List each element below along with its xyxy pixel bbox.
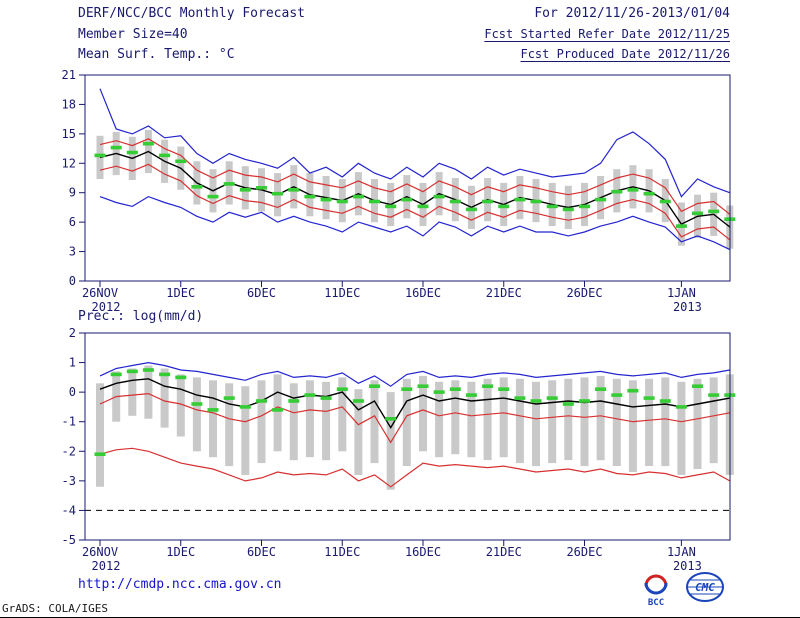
- svg-text:2012: 2012: [92, 559, 121, 573]
- svg-text:1DEC: 1DEC: [166, 545, 195, 559]
- svg-text:21DEC: 21DEC: [486, 286, 522, 300]
- bcc-logo-blue-arc: [644, 582, 668, 595]
- svg-text:0: 0: [69, 274, 76, 288]
- bcc-logo: BCC: [644, 574, 668, 607]
- svg-text:16DEC: 16DEC: [405, 545, 441, 559]
- svg-text:-1: -1: [62, 415, 76, 429]
- temp-chart-title: Mean Surf. Temp.: °C: [78, 47, 235, 62]
- svg-text:15: 15: [62, 127, 76, 141]
- svg-text:26DEC: 26DEC: [566, 545, 602, 559]
- svg-text:-5: -5: [62, 533, 76, 547]
- svg-text:16DEC: 16DEC: [405, 286, 441, 300]
- precip-chart-title: Prec.: log(mm/d): [78, 309, 204, 324]
- page-title: DERF/NCC/BCC Monthly Forecast: [78, 6, 305, 21]
- cma-logo: CMC: [686, 572, 724, 602]
- svg-text:26NOV: 26NOV: [82, 286, 118, 300]
- cma-logo-text: CMC: [695, 581, 715, 594]
- svg-text:21DEC: 21DEC: [486, 545, 522, 559]
- svg-text:2013: 2013: [673, 300, 702, 314]
- svg-text:9: 9: [69, 186, 76, 200]
- svg-text:-2: -2: [62, 444, 76, 458]
- svg-text:6DEC: 6DEC: [247, 286, 276, 300]
- svg-text:26DEC: 26DEC: [566, 286, 602, 300]
- svg-text:3: 3: [69, 245, 76, 259]
- svg-text:12: 12: [62, 156, 76, 170]
- bcc-logo-text: BCC: [648, 598, 664, 607]
- svg-text:1DEC: 1DEC: [166, 286, 195, 300]
- svg-text:-3: -3: [62, 474, 76, 488]
- svg-text:2: 2: [69, 326, 76, 340]
- forecast-range: For 2012/11/26-2013/01/04: [534, 6, 730, 21]
- bcc-logo-red-arc: [644, 574, 668, 587]
- svg-text:11DEC: 11DEC: [324, 286, 360, 300]
- produced-date-label: Fcst Produced Date 2012/11/26: [520, 47, 730, 61]
- svg-text:1: 1: [69, 356, 76, 370]
- grads-credit: GrADS: COLA/IGES: [2, 602, 108, 615]
- svg-text:11DEC: 11DEC: [324, 545, 360, 559]
- svg-text:-4: -4: [62, 503, 76, 517]
- svg-text:6: 6: [69, 215, 76, 229]
- svg-text:6DEC: 6DEC: [247, 545, 276, 559]
- svg-text:21: 21: [62, 68, 76, 82]
- svg-text:1JAN: 1JAN: [667, 545, 696, 559]
- svg-text:18: 18: [62, 97, 76, 111]
- refer-date-label: Fcst Started Refer Date 2012/11/25: [484, 27, 730, 41]
- svg-text:26NOV: 26NOV: [82, 545, 118, 559]
- svg-text:0: 0: [69, 385, 76, 399]
- member-size-label: Member Size=40: [78, 27, 188, 42]
- svg-text:1JAN: 1JAN: [667, 286, 696, 300]
- cmdp-link[interactable]: http://cmdp.ncc.cma.gov.cn: [78, 577, 282, 592]
